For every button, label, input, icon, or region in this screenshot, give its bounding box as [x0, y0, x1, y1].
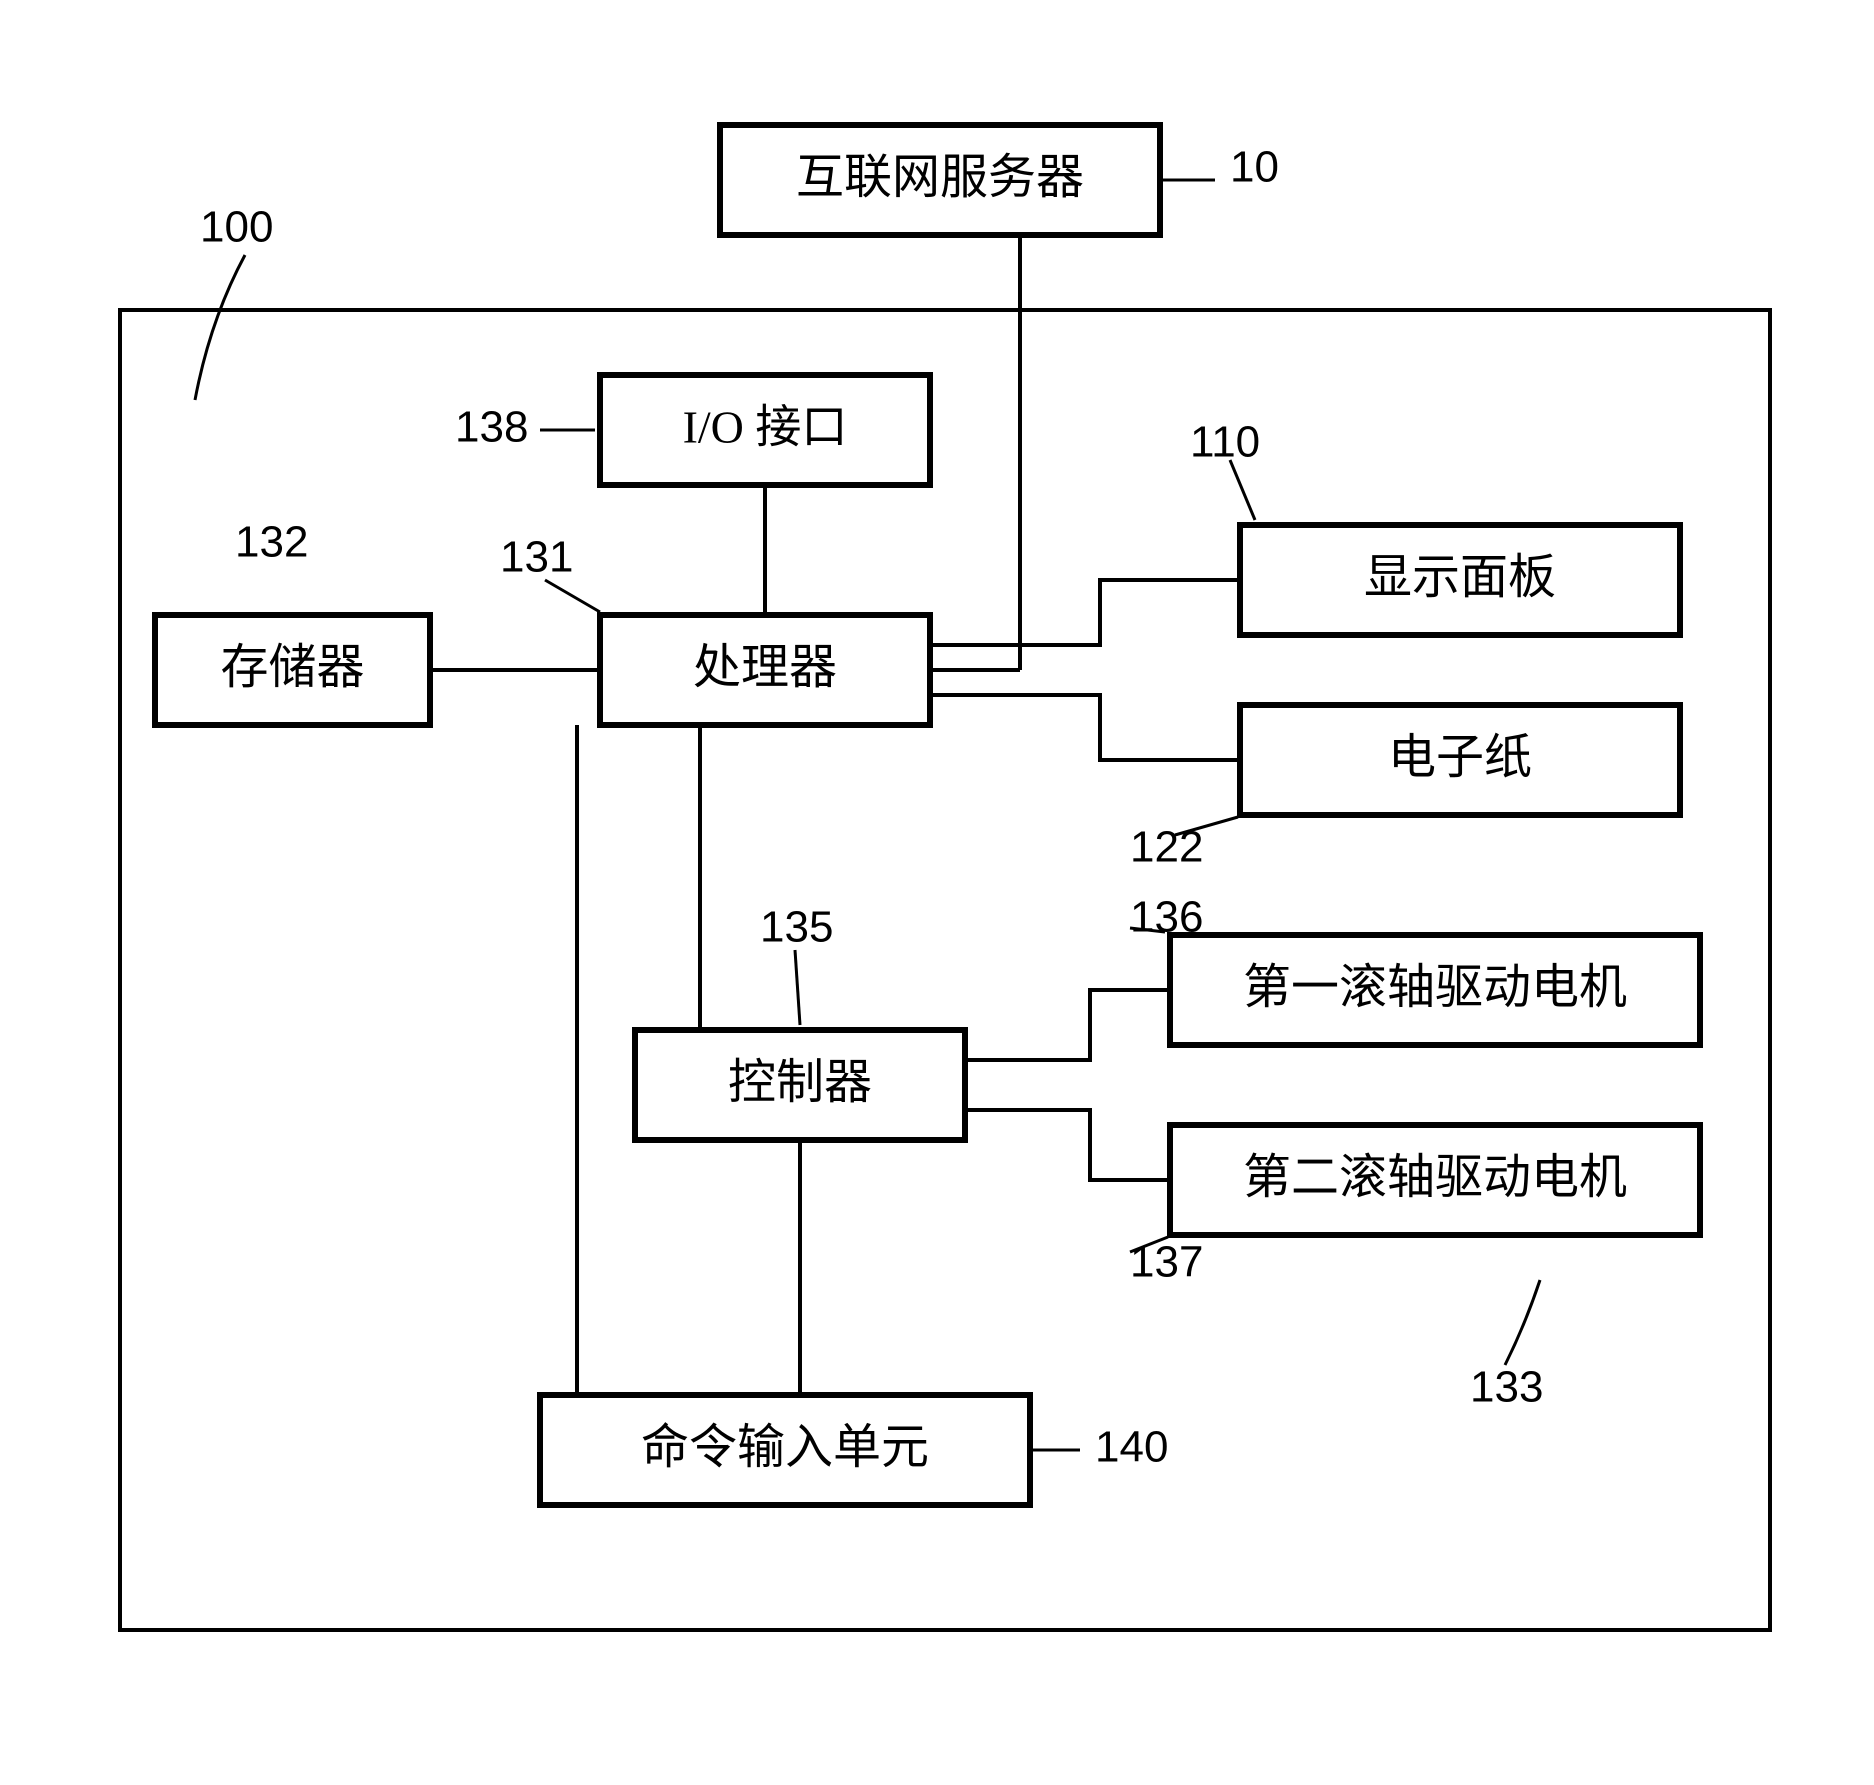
- block-diagram: 100 互联网服务器 10 I/O 接口 138 存储器 132 处理器 131 显示面板 110 电…: [0, 0, 1874, 1785]
- ref-135: 135: [760, 903, 833, 952]
- node-epaper-label: 电子纸: [1388, 731, 1532, 784]
- ref-132: 132: [235, 518, 308, 567]
- ref-137: 137: [1130, 1238, 1203, 1287]
- ref-131: 131: [500, 533, 573, 582]
- ref-10: 10: [1230, 143, 1279, 192]
- ref-140: 140: [1095, 1423, 1168, 1472]
- ref-136: 136: [1130, 893, 1203, 942]
- ref-110: 110: [1190, 418, 1260, 467]
- node-cmd-label: 命令输入单元: [641, 1421, 929, 1474]
- label-100: 100: [200, 203, 273, 252]
- ref-138: 138: [455, 403, 528, 452]
- node-mem-label: 存储器: [220, 641, 364, 694]
- label-133: 133: [1470, 1363, 1543, 1412]
- node-motor2-label: 第二滚轴驱动电机: [1243, 1151, 1627, 1204]
- node-ctrl-label: 控制器: [728, 1056, 872, 1109]
- node-proc-label: 处理器: [693, 641, 837, 694]
- node-disp-label: 显示面板: [1364, 551, 1556, 604]
- node-server-label: 互联网服务器: [796, 151, 1084, 204]
- node-motor1-label: 第一滚轴驱动电机: [1243, 961, 1627, 1014]
- node-io-label: I/O 接口: [683, 402, 848, 453]
